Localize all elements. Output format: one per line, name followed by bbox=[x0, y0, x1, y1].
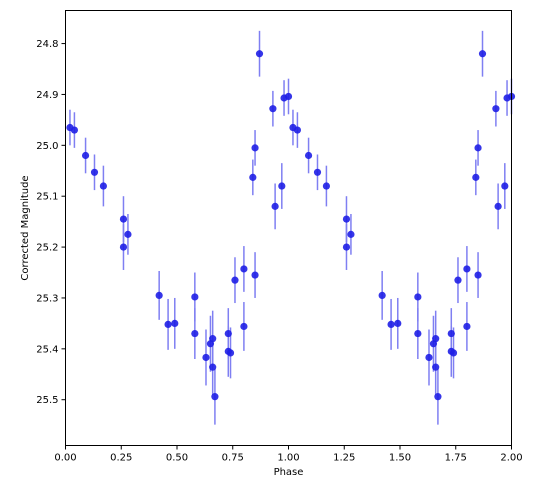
data-point bbox=[414, 329, 422, 338]
data-point bbox=[501, 182, 509, 190]
data-point bbox=[494, 202, 502, 210]
data-point bbox=[191, 293, 199, 301]
y-tick-label: 24.8 bbox=[36, 39, 58, 50]
data-point bbox=[378, 291, 386, 300]
y-tick-label: 25.4 bbox=[36, 344, 58, 355]
data-point bbox=[70, 126, 79, 134]
data-point bbox=[447, 329, 455, 338]
x-tick-label: 1.00 bbox=[277, 453, 299, 464]
data-point bbox=[322, 182, 331, 190]
data-point bbox=[278, 182, 286, 190]
y-tick-label: 25.0 bbox=[36, 141, 58, 152]
x-tick-label: 1.75 bbox=[445, 453, 467, 464]
x-tick-label: 0.50 bbox=[166, 453, 188, 464]
data-point bbox=[425, 353, 433, 362]
x-axis-ticks: 0.00 0.25 0.50 0.75 1.00 1.25 1.50 1.75 2.00 bbox=[54, 445, 523, 464]
y-tick-label: 24.9 bbox=[36, 90, 58, 101]
data-point bbox=[202, 353, 210, 362]
data-point bbox=[313, 168, 322, 176]
data-point bbox=[478, 50, 487, 58]
data-point bbox=[164, 320, 172, 329]
data-point bbox=[463, 322, 471, 331]
data-point bbox=[231, 276, 239, 284]
data-point bbox=[342, 215, 351, 223]
y-axis-label: Corrected Magnitude bbox=[20, 175, 31, 280]
data-point bbox=[191, 329, 199, 338]
data-point bbox=[171, 319, 179, 327]
data-point bbox=[271, 202, 279, 210]
plot-area bbox=[65, 10, 512, 446]
data-point bbox=[387, 320, 395, 329]
data-point bbox=[347, 230, 355, 238]
y-tick-label: 25.1 bbox=[36, 192, 58, 203]
data-point bbox=[240, 265, 248, 273]
y-tick-label: 25.5 bbox=[36, 395, 58, 406]
data-point bbox=[224, 329, 232, 338]
data-point bbox=[90, 168, 99, 176]
x-tick-label: 0.25 bbox=[110, 453, 132, 464]
data-point bbox=[432, 363, 440, 371]
x-tick-label: 1.50 bbox=[389, 453, 411, 464]
data-point bbox=[119, 215, 128, 223]
data-point bbox=[449, 349, 458, 357]
data-point bbox=[240, 322, 248, 331]
data-point bbox=[209, 335, 217, 343]
data-point bbox=[414, 293, 422, 301]
data-point bbox=[454, 276, 462, 284]
data-point bbox=[119, 243, 128, 251]
x-tick-label: 0.75 bbox=[222, 453, 244, 464]
y-axis-ticks: 24.8 24.9 25.0 25.1 25.2 25.3 25.4 25.5 bbox=[36, 39, 66, 406]
data-point bbox=[255, 50, 264, 58]
data-point bbox=[492, 105, 500, 113]
data-point bbox=[432, 335, 440, 343]
data-point bbox=[472, 173, 480, 181]
data-point bbox=[81, 151, 90, 160]
data-point bbox=[226, 349, 235, 357]
data-point bbox=[155, 291, 163, 300]
x-tick-label: 2.00 bbox=[500, 453, 522, 464]
data-point bbox=[211, 393, 219, 401]
data-point bbox=[124, 230, 132, 238]
data-point bbox=[463, 265, 471, 273]
data-point bbox=[99, 182, 108, 190]
data-point bbox=[394, 319, 402, 327]
data-point bbox=[269, 105, 277, 113]
data-point bbox=[342, 243, 351, 251]
data-point bbox=[434, 393, 442, 401]
data-point bbox=[284, 92, 293, 101]
data-point bbox=[209, 363, 217, 371]
data-point bbox=[251, 271, 259, 279]
x-tick-label: 1.25 bbox=[333, 453, 355, 464]
data-point bbox=[293, 126, 302, 134]
y-tick-label: 25.2 bbox=[36, 243, 58, 254]
x-tick-label: 0.00 bbox=[54, 453, 76, 464]
y-tick-label: 25.3 bbox=[36, 293, 58, 304]
data-point bbox=[474, 271, 482, 279]
data-markers bbox=[66, 50, 516, 401]
data-point bbox=[304, 151, 313, 160]
data-point bbox=[251, 144, 259, 152]
x-axis-label: Phase bbox=[274, 467, 304, 478]
data-point bbox=[249, 173, 257, 181]
error-bars bbox=[69, 30, 513, 425]
data-point bbox=[474, 144, 482, 152]
